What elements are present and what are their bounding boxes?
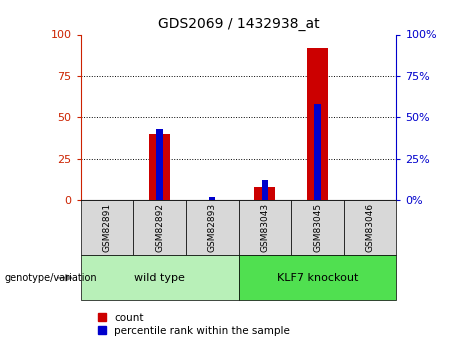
Text: GSM83045: GSM83045 [313,203,322,252]
Bar [344,200,396,255]
Bar [239,255,396,300]
Legend: count, percentile rank within the sample: count, percentile rank within the sample [94,309,294,340]
Text: KLF7 knockout: KLF7 knockout [277,273,358,283]
Text: GSM82891: GSM82891 [102,203,112,252]
Text: wild type: wild type [134,273,185,283]
Bar [291,200,344,255]
Bar [81,255,239,300]
Bar [262,180,268,200]
Bar [149,134,170,200]
Bar [307,48,328,200]
Bar [254,187,275,200]
Text: GSM83043: GSM83043 [260,203,269,252]
Bar [81,200,133,255]
Bar [209,197,215,200]
Bar [239,200,291,255]
Text: GSM82893: GSM82893 [208,203,217,252]
Bar [133,200,186,255]
Text: GSM82892: GSM82892 [155,203,164,252]
Text: GSM83046: GSM83046 [366,203,375,252]
Title: GDS2069 / 1432938_at: GDS2069 / 1432938_at [158,17,319,31]
Bar [156,129,163,200]
Bar [314,104,321,200]
Text: genotype/variation: genotype/variation [5,273,97,283]
Bar [186,200,239,255]
